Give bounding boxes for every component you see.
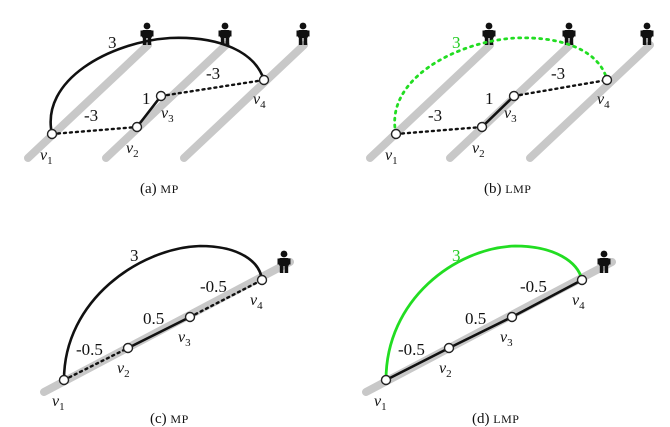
caption-b: (b) LMP [484, 181, 531, 197]
node-label-v1: v1 [52, 393, 65, 413]
edge-v2-v3 [481, 95, 515, 128]
panel-b: 3 -3 1 -3 v1 v2 v3 v4 (b) LMP [366, 22, 654, 197]
node-v2 [122, 342, 134, 354]
track-3 [526, 41, 654, 162]
edge-v2-v3 [135, 95, 163, 128]
track-2 [102, 41, 230, 162]
node-label-v3: v3 [504, 105, 517, 125]
edge-v3-v4 [188, 278, 264, 319]
node-v2 [443, 342, 455, 354]
edge-label-v3-v4: -3 [206, 64, 220, 83]
edge-v2-v3 [448, 315, 513, 350]
edge-v1-v4 [62, 244, 264, 381]
edge-label-v1-v4: 3 [452, 33, 461, 52]
node-v4 [576, 274, 588, 286]
edge-label-v1-v2: -3 [428, 106, 442, 125]
node-v3 [506, 311, 518, 323]
edge-v1-v4 [393, 36, 609, 136]
edge-v3-v4 [511, 278, 583, 319]
node-label-v3: v3 [178, 329, 191, 349]
edge-label-v1-v2: -0.5 [398, 340, 425, 359]
caption-c: (c) MP [150, 411, 189, 427]
node-v2 [476, 121, 488, 133]
node-v4 [256, 274, 268, 286]
node-v1 [380, 374, 392, 386]
caption-d: (d) LMP [472, 411, 519, 427]
edge-v1-v2 [50, 125, 139, 136]
edge-label-v1-v4: 3 [108, 33, 117, 52]
node-v4 [601, 74, 613, 86]
track-1 [366, 41, 494, 162]
edge-v2-v3 [127, 315, 191, 350]
edge-label-v3-v4: -0.5 [200, 277, 227, 296]
node-label-v4: v4 [253, 91, 266, 111]
node-label-v2: v2 [472, 140, 485, 160]
node-v4 [258, 74, 270, 86]
edge-v1-v2 [62, 346, 130, 382]
edge-v1-v2 [385, 346, 450, 382]
panel-d: 3 -0.5 0.5 -0.5 v1 v2 v3 v4 (d) LMP [362, 244, 616, 427]
node-v3 [155, 90, 167, 102]
edge-v3-v4 [159, 78, 266, 98]
panel-c: 3 -0.5 0.5 -0.5 v1 v2 v3 v4 (c) MP [40, 244, 294, 427]
track-1 [24, 41, 152, 162]
node-v3 [184, 311, 196, 323]
edge-label-v1-v2: -0.5 [76, 340, 103, 359]
caption-a: (a) MP [140, 181, 179, 197]
edge-label-v2-v3: 0.5 [143, 309, 164, 328]
track-3 [180, 41, 308, 162]
node-label-v4: v4 [572, 292, 585, 312]
edge-label-v2-v3: 1 [142, 89, 151, 108]
node-label-v1: v1 [385, 147, 398, 167]
node-label-v2: v2 [439, 360, 452, 380]
node-v1 [46, 128, 58, 140]
edge-label-v2-v3: 0.5 [465, 309, 486, 328]
edge-v1-v4 [49, 36, 266, 135]
node-label-v1: v1 [374, 393, 387, 413]
edge-v3-v4 [512, 78, 609, 98]
node-v1 [58, 374, 70, 386]
node-label-v3: v3 [500, 329, 513, 349]
edge-label-v1-v2: -3 [84, 106, 98, 125]
node-label-v2: v2 [117, 360, 130, 380]
node-label-v2: v2 [126, 140, 139, 160]
edge-v1-v4 [384, 244, 584, 381]
node-v1 [390, 128, 402, 140]
edge-label-v3-v4: -3 [551, 64, 565, 83]
node-v2 [131, 121, 143, 133]
edge-label-v1-v4: 3 [452, 246, 461, 265]
edge-label-v3-v4: -0.5 [520, 277, 547, 296]
node-label-v1: v1 [40, 147, 53, 167]
panel-a: 3 -3 1 -3 v1 v2 v3 v4 (a) MP [24, 22, 310, 197]
node-label-v4: v4 [250, 292, 263, 312]
node-v3 [508, 90, 520, 102]
edge-label-v2-v3: 1 [485, 89, 494, 108]
node-label-v3: v3 [161, 105, 174, 125]
edge-v1-v2 [394, 125, 484, 136]
node-label-v4: v4 [597, 91, 610, 111]
edge-label-v1-v4: 3 [130, 246, 139, 265]
